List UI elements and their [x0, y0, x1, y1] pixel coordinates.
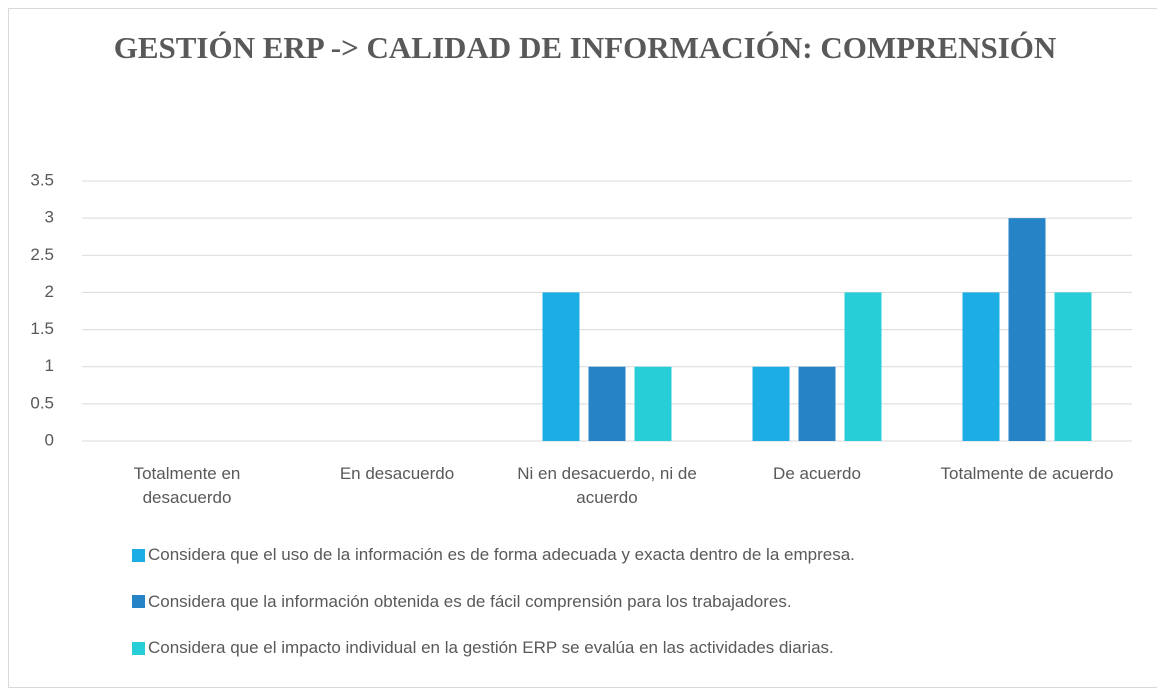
bar [1054, 292, 1092, 441]
bar [1008, 218, 1046, 441]
bar [962, 292, 1000, 441]
legend-entry: Considera que el uso de la información e… [132, 545, 855, 565]
y-tick-label: 2.5 [30, 245, 54, 264]
y-tick-label: 0.5 [30, 393, 54, 412]
legend-swatch [132, 595, 145, 608]
legend-label: Considera que el uso de la información e… [148, 545, 855, 564]
y-tick-label: 2 [45, 282, 54, 301]
bar [798, 366, 836, 441]
y-tick-label: 3 [45, 208, 54, 227]
y-tick-label: 0 [45, 430, 54, 449]
legend-swatch [132, 641, 145, 655]
legend-label: Considera que el impacto individual en l… [148, 638, 834, 657]
x-tick-label: De acuerdo [773, 464, 861, 483]
bar [752, 366, 790, 441]
legend-swatch [132, 548, 145, 562]
bar [542, 292, 580, 441]
x-tick-label: Totalmente en desacuerdo [133, 464, 241, 507]
legend-label: Considera que la información obtenida es… [148, 591, 792, 611]
bar [634, 366, 672, 441]
bar [588, 366, 626, 441]
x-tick-label: Ni en desacuerdo, ni de acuerdo [517, 464, 697, 507]
chart-title: GESTIÓN ERP -> CALIDAD DE INFORMACIÓN: C… [113, 30, 1057, 65]
legend-entry: Considera que el impacto individual en l… [132, 638, 834, 658]
legend-entry: Considera que la información obtenida es… [132, 592, 792, 612]
x-tick-label: Totalmente de acuerdo [940, 464, 1114, 483]
x-tick-label: En desacuerdo [339, 464, 455, 483]
bar [844, 292, 882, 441]
y-tick-label: 1.5 [30, 319, 54, 338]
y-tick-label: 3.5 [30, 170, 54, 189]
y-tick-label: 1 [45, 356, 54, 375]
